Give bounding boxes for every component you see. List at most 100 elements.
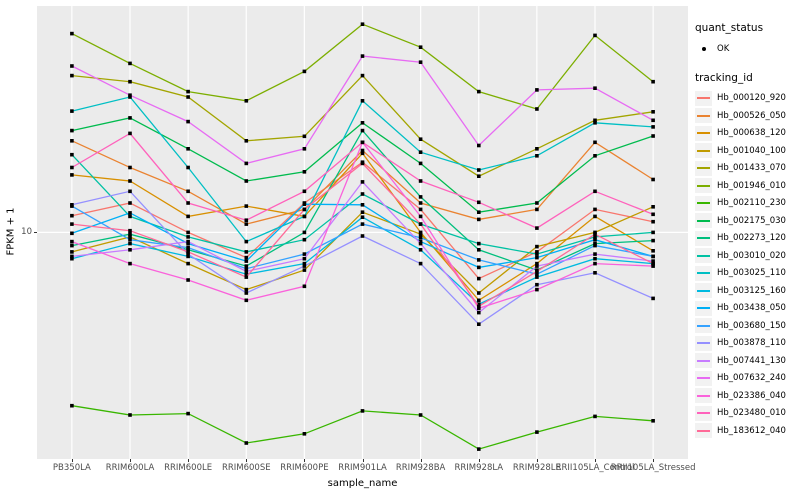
data-point [244, 266, 249, 271]
legend-item-Hb_003125_160: Hb_003125_160 [695, 282, 799, 300]
data-point [128, 235, 132, 239]
x-tick-mark-RRIM600LE [188, 459, 190, 462]
legend-item-label: Hb_003878_110 [717, 338, 786, 349]
y-axis-tick-mark [34, 232, 37, 233]
series-Hb_003125_160 [70, 215, 655, 306]
legend-item-Hb_007632_240: Hb_007632_240 [695, 370, 799, 388]
data-point [477, 248, 481, 252]
data-point [651, 79, 655, 84]
data-point [477, 210, 481, 214]
data-point [302, 252, 307, 256]
data-point [70, 109, 74, 113]
data-point [128, 201, 132, 205]
data-point [70, 403, 74, 408]
line-swatch-icon [695, 335, 712, 351]
data-point [477, 89, 481, 94]
line-swatch-icon [695, 125, 712, 141]
data-point [244, 272, 249, 276]
data-point [360, 128, 365, 133]
data-point [360, 99, 365, 103]
legend-item-label: Hb_003010_020 [717, 250, 786, 261]
legend-item-Hb_000526_050: Hb_000526_050 [695, 107, 799, 125]
data-point [128, 261, 132, 266]
data-point [128, 211, 132, 215]
data-point [302, 202, 307, 206]
data-point [651, 254, 655, 259]
data-point [186, 252, 190, 256]
data-point [535, 275, 539, 279]
legend-item-Hb_023386_040: Hb_023386_040 [695, 387, 799, 405]
data-point [244, 441, 249, 445]
data-point [186, 248, 190, 252]
data-point [128, 237, 132, 242]
data-point [593, 232, 597, 236]
x-tick-label-RRIM600LE: RRIM600LE [164, 463, 213, 473]
data-point [477, 200, 481, 205]
legend-title-tracking-id: tracking_id [695, 71, 753, 84]
legend-item-Hb_002273_120: Hb_002273_120 [695, 230, 799, 248]
data-point [244, 218, 249, 222]
data-point [477, 302, 481, 306]
data-point [535, 244, 539, 249]
data-point [477, 174, 481, 178]
data-point [418, 150, 423, 154]
legend-item-label: Hb_003125_160 [717, 285, 786, 296]
data-point [651, 296, 655, 301]
legend-item-Hb_023480_010: Hb_023480_010 [695, 405, 799, 423]
data-point [593, 414, 597, 419]
data-point [186, 241, 190, 246]
data-point [128, 165, 132, 170]
legend-item-label: Hb_001433_070 [717, 163, 786, 174]
data-point [651, 259, 655, 263]
data-point [477, 304, 481, 308]
data-point [186, 235, 190, 239]
legend-item-label: Hb_007441_130 [717, 355, 786, 366]
line-swatch-icon [695, 353, 712, 369]
line-swatch-icon [695, 388, 712, 404]
data-point [70, 165, 74, 170]
x-tick-label-RRIM928LE: RRIM928LE [512, 463, 561, 473]
data-point [651, 134, 655, 138]
data-point [360, 180, 365, 184]
data-point [186, 278, 190, 282]
legend-item-Hb_002110_230: Hb_002110_230 [695, 195, 799, 213]
data-point [70, 128, 74, 133]
data-point [535, 261, 539, 266]
data-point [128, 116, 132, 120]
data-point [186, 230, 190, 235]
data-point [418, 248, 423, 252]
data-point [535, 207, 539, 212]
data-point [128, 214, 132, 219]
data-point [244, 139, 249, 143]
x-tick-label-RRIM901LA: RRIM901LA [338, 463, 387, 473]
x-tick-mark-RRIM600PE [304, 459, 306, 462]
data-point [70, 173, 74, 177]
data-point [186, 254, 190, 259]
legend-item-Hb_001040_100: Hb_001040_100 [695, 142, 799, 160]
data-point [593, 118, 597, 123]
series-Hb_183612_040 [70, 161, 655, 308]
data-point [535, 272, 539, 276]
data-point [186, 245, 190, 250]
series-Hb_001946_010 [70, 22, 655, 111]
data-point [244, 99, 249, 103]
data-point [418, 179, 423, 183]
data-point [244, 222, 249, 226]
data-point [186, 261, 190, 266]
x-tick-mark-RRIM600LA [130, 459, 131, 462]
data-point [302, 432, 307, 436]
data-point [244, 161, 249, 166]
data-point [244, 298, 249, 303]
data-point [186, 119, 190, 124]
data-point [477, 258, 481, 262]
x-tick-label-RRIM928BA: RRIM928BA [395, 463, 446, 473]
data-point [128, 413, 132, 417]
data-point [593, 237, 597, 242]
data-point [593, 33, 597, 38]
series-Hb_023480_010 [70, 131, 655, 230]
data-point [535, 147, 539, 151]
x-axis-title: sample_name [327, 478, 398, 489]
legend-item-Hb_001946_010: Hb_001946_010 [695, 177, 799, 195]
y-axis-tick-label-10: 10 [21, 227, 32, 237]
data-point [128, 79, 132, 84]
